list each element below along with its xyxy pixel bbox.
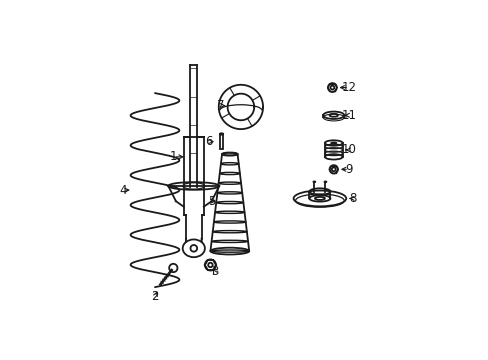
Text: 9: 9 [345,163,352,176]
Text: 3: 3 [210,265,218,278]
Text: 7: 7 [217,99,224,112]
Text: 12: 12 [341,81,356,94]
Text: 6: 6 [205,135,212,148]
Text: 8: 8 [349,192,356,205]
Text: 1: 1 [169,150,177,163]
Text: 10: 10 [341,143,356,157]
Text: 5: 5 [208,195,215,208]
Text: 4: 4 [119,184,126,197]
Text: 2: 2 [151,290,159,303]
Bar [219,134,223,149]
Text: 11: 11 [341,109,356,122]
